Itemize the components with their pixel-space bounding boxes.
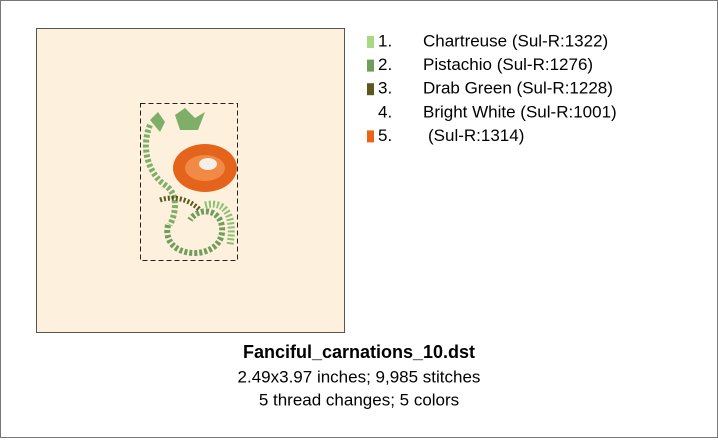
thread-number: 4. (378, 102, 392, 121)
thread-name: Pistachio (Sul-R:1276) (423, 55, 593, 74)
thread-list: 1. Chartreuse (Sul-R:1322) 2. Pistachio (Su… (367, 31, 617, 145)
thread-number: 2. (378, 55, 392, 74)
thread-name: Chartreuse (Sul-R:1322) (423, 31, 608, 50)
thread-number: 5. (378, 126, 392, 145)
thread-swatch (367, 59, 374, 72)
thread-number: 1. (378, 31, 392, 50)
thread-swatch (367, 83, 374, 96)
thread-name: Drab Green (Sul-R:1228) (423, 79, 613, 98)
design-bounds (140, 103, 238, 261)
thread-number: 3. (378, 79, 392, 98)
design-title: Fanciful_carnations_10.dst (243, 342, 475, 362)
design-size: 2.49x3.97 inches; 9,985 stitches (238, 367, 481, 386)
thread-swatch (367, 130, 374, 143)
thread-swatch (367, 36, 374, 48)
design-info: 5 thread changes; 5 colors (259, 390, 459, 409)
thread-name: Bright White (Sul-R:1001) (423, 102, 617, 121)
embroidery-preview (143, 108, 237, 256)
thread-name: (Sul-R:1314) (428, 126, 524, 145)
